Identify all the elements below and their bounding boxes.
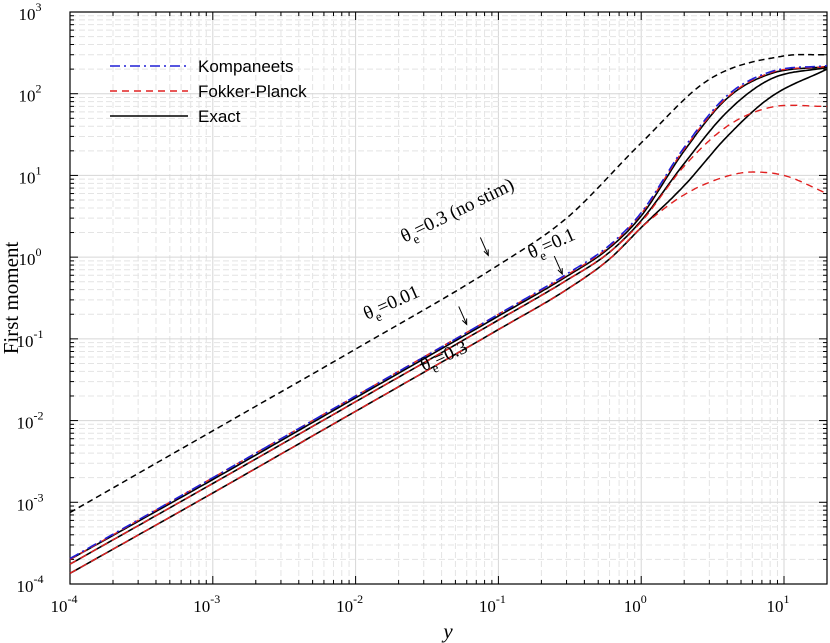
grid [69, 11, 828, 585]
x-tick-label: 10-3 [193, 592, 220, 616]
legend-label: Kompaneets [198, 57, 293, 76]
annotation-arrow [479, 237, 489, 256]
y-tick-label: 102 [19, 82, 42, 106]
annotation-arrow [458, 306, 468, 325]
annotation-label: θe=0.01 [360, 281, 424, 328]
y-tick-label: 10-2 [17, 409, 44, 433]
y-tick-label: 10-1 [17, 327, 44, 351]
y-tick-label: 10-4 [17, 572, 44, 596]
x-axis-title: y [441, 619, 453, 643]
x-tick-label: 101 [767, 592, 790, 616]
annotation-arrowhead [483, 249, 489, 257]
series-line-exact-nostim [69, 53, 828, 514]
y-tick-label: 100 [19, 245, 42, 269]
y-tick-label: 101 [19, 163, 42, 187]
y-tick-label: 10-3 [17, 490, 44, 514]
annotation-arrowhead [461, 318, 468, 326]
annotation-label: θe=0.3 [417, 337, 472, 380]
curve-annotation: θe=0.01 [360, 281, 424, 328]
y-tick-label: 103 [19, 0, 42, 24]
curve-annotation: θe=0.3 (no stim) [397, 174, 519, 250]
series-line-exact [69, 65, 828, 561]
series-lines [69, 53, 828, 575]
x-tick-label: 10-1 [479, 592, 506, 616]
plot-frame [69, 11, 828, 585]
annotation-arrow [553, 255, 563, 275]
y-axis-title: First moment [0, 242, 23, 355]
series-line-fokker-planck [69, 65, 828, 561]
axis-ticks: 10-4 10-3 10-2 10-1 100 101 10-4 10-3 10-2 10-1 10… [17, 0, 828, 616]
x-tick-label: 10-4 [51, 592, 78, 616]
series-line-exact [69, 68, 828, 575]
legend-label: Exact [198, 107, 241, 126]
legend-label: Fokker-Planck [198, 82, 307, 101]
series-line-exact [69, 66, 828, 565]
annotation-arrowhead [557, 268, 563, 276]
x-tick-label: 100 [624, 592, 647, 616]
curve-annotation: θe=0.3 [417, 337, 472, 380]
series-line-kompaneets [69, 64, 828, 560]
annotation-label: θe=0.3 (no stim) [397, 174, 519, 250]
series-line-fokker-planck [69, 171, 828, 574]
legend: Kompaneets Fokker-Planck Exact [110, 57, 307, 126]
x-tick-label: 10-2 [336, 592, 363, 616]
